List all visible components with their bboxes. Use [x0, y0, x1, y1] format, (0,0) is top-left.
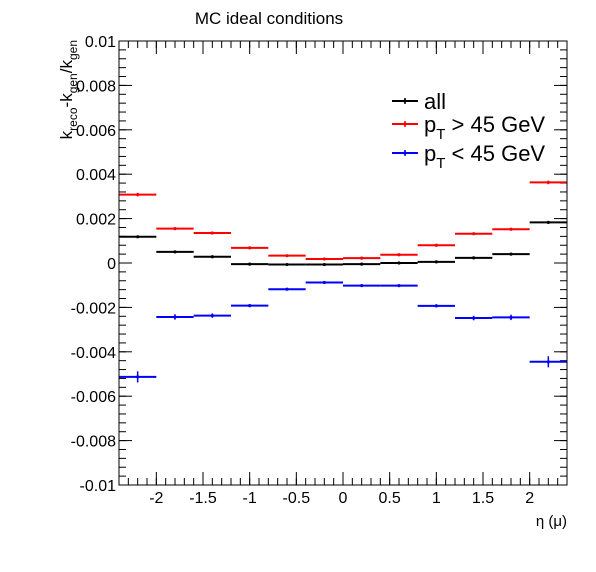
data-point	[322, 257, 326, 261]
data-point	[509, 315, 513, 319]
legend-label-main: all	[424, 89, 446, 114]
data-point	[472, 232, 476, 236]
data-point	[434, 243, 438, 247]
x-tick-label: 0.5	[379, 490, 401, 507]
legend-label-rest: > 45 GeV	[445, 112, 545, 137]
y-tick-label: -0.008	[71, 434, 116, 451]
legend-marker	[403, 122, 407, 126]
series-2	[119, 280, 567, 383]
legend-item-2: pT < 45 GeV	[392, 141, 545, 172]
data-point	[248, 304, 252, 308]
data-point	[210, 314, 214, 318]
data-point	[509, 252, 513, 256]
data-point	[546, 180, 550, 185]
y-tick-label: -0.006	[71, 389, 116, 406]
axes	[118, 40, 568, 486]
data-point	[509, 227, 513, 231]
x-tick-label: 1.5	[472, 490, 494, 507]
data-point	[173, 226, 177, 231]
y-tick-label: 0.008	[76, 78, 116, 95]
legend-label-main: p	[424, 112, 436, 137]
data-point	[285, 287, 289, 291]
data-point	[434, 304, 438, 308]
legend-label: pT > 45 GeV	[424, 112, 545, 143]
data-point	[285, 254, 289, 258]
plot-frame	[118, 40, 568, 486]
y-tick-labels: -0.01 -0.008 -0.006 -0.004 -0.002 0 0.002 0.004…	[71, 34, 116, 495]
data-point	[360, 262, 364, 266]
legend-label: all	[424, 89, 446, 114]
data-point	[360, 256, 364, 260]
x-tick-label: -0.5	[283, 490, 311, 507]
data-point	[210, 255, 214, 259]
data-point	[248, 246, 252, 250]
legend-item-0: all	[392, 89, 446, 114]
data-point	[397, 284, 401, 288]
data-point	[472, 316, 476, 320]
y-tick-label: 0.002	[76, 212, 116, 229]
y-tick-label: -0.01	[80, 478, 117, 495]
chart-title: MC ideal conditions	[195, 9, 343, 28]
legend-marker	[403, 151, 407, 155]
y-tick-label: 0	[107, 256, 116, 273]
y-axis-label-sub1: reco	[66, 107, 80, 131]
y-axis-label-base: k	[57, 130, 76, 139]
x-tick-label: -1.5	[189, 490, 217, 507]
y-axis-label-mid: -k	[57, 93, 76, 108]
data-point	[285, 262, 289, 267]
data-point	[173, 250, 177, 254]
data-point	[360, 284, 364, 288]
y-axis-label-sub2: gen	[66, 73, 80, 93]
data-point	[210, 231, 214, 235]
legend-label: pT < 45 GeV	[424, 141, 545, 172]
data-point	[248, 262, 252, 266]
data-point	[397, 253, 401, 257]
x-tick-label: 2	[525, 490, 534, 507]
data-point	[136, 375, 140, 379]
data-point	[173, 315, 177, 319]
series-1	[119, 180, 567, 261]
data-point	[136, 193, 140, 197]
legend-marker	[403, 99, 407, 103]
y-tick-label: -0.002	[71, 300, 116, 317]
y-tick-label: 0.01	[85, 34, 116, 51]
x-tick-labels: -2 -1.5 -1 -0.5 0 0.5 1 1.5 2	[149, 490, 534, 507]
y-tick-label: -0.004	[71, 345, 116, 362]
y-tick-label: 0.004	[76, 167, 116, 184]
legend-label-rest: < 45 GeV	[445, 141, 545, 166]
y-tick-label: 0.006	[76, 123, 116, 140]
legend-label-main: p	[424, 141, 436, 166]
data-point	[322, 280, 326, 285]
x-tick-label: -1	[243, 490, 257, 507]
x-tick-label: 0	[339, 490, 348, 507]
legend-item-1: pT > 45 GeV	[392, 112, 545, 143]
data-point	[322, 262, 326, 267]
series-0	[119, 220, 567, 267]
y-axis-label-sub3: gen	[66, 40, 80, 60]
y-axis-label-slash: /k	[57, 60, 76, 74]
legend-label-sub: T	[436, 126, 445, 143]
x-tick-label: -2	[149, 490, 163, 507]
legend-label-sub: T	[436, 155, 445, 172]
data-point	[136, 235, 140, 239]
data-point	[472, 256, 476, 260]
data-point	[397, 261, 401, 265]
y-axis-label: kreco-kgen/kgen	[57, 40, 80, 139]
x-tick-label: 1	[432, 490, 441, 507]
series-layer	[119, 180, 567, 383]
x-axis-label: η (μ)	[536, 513, 567, 530]
data-point	[546, 360, 550, 364]
data-point	[434, 260, 438, 264]
data-point	[546, 220, 550, 224]
